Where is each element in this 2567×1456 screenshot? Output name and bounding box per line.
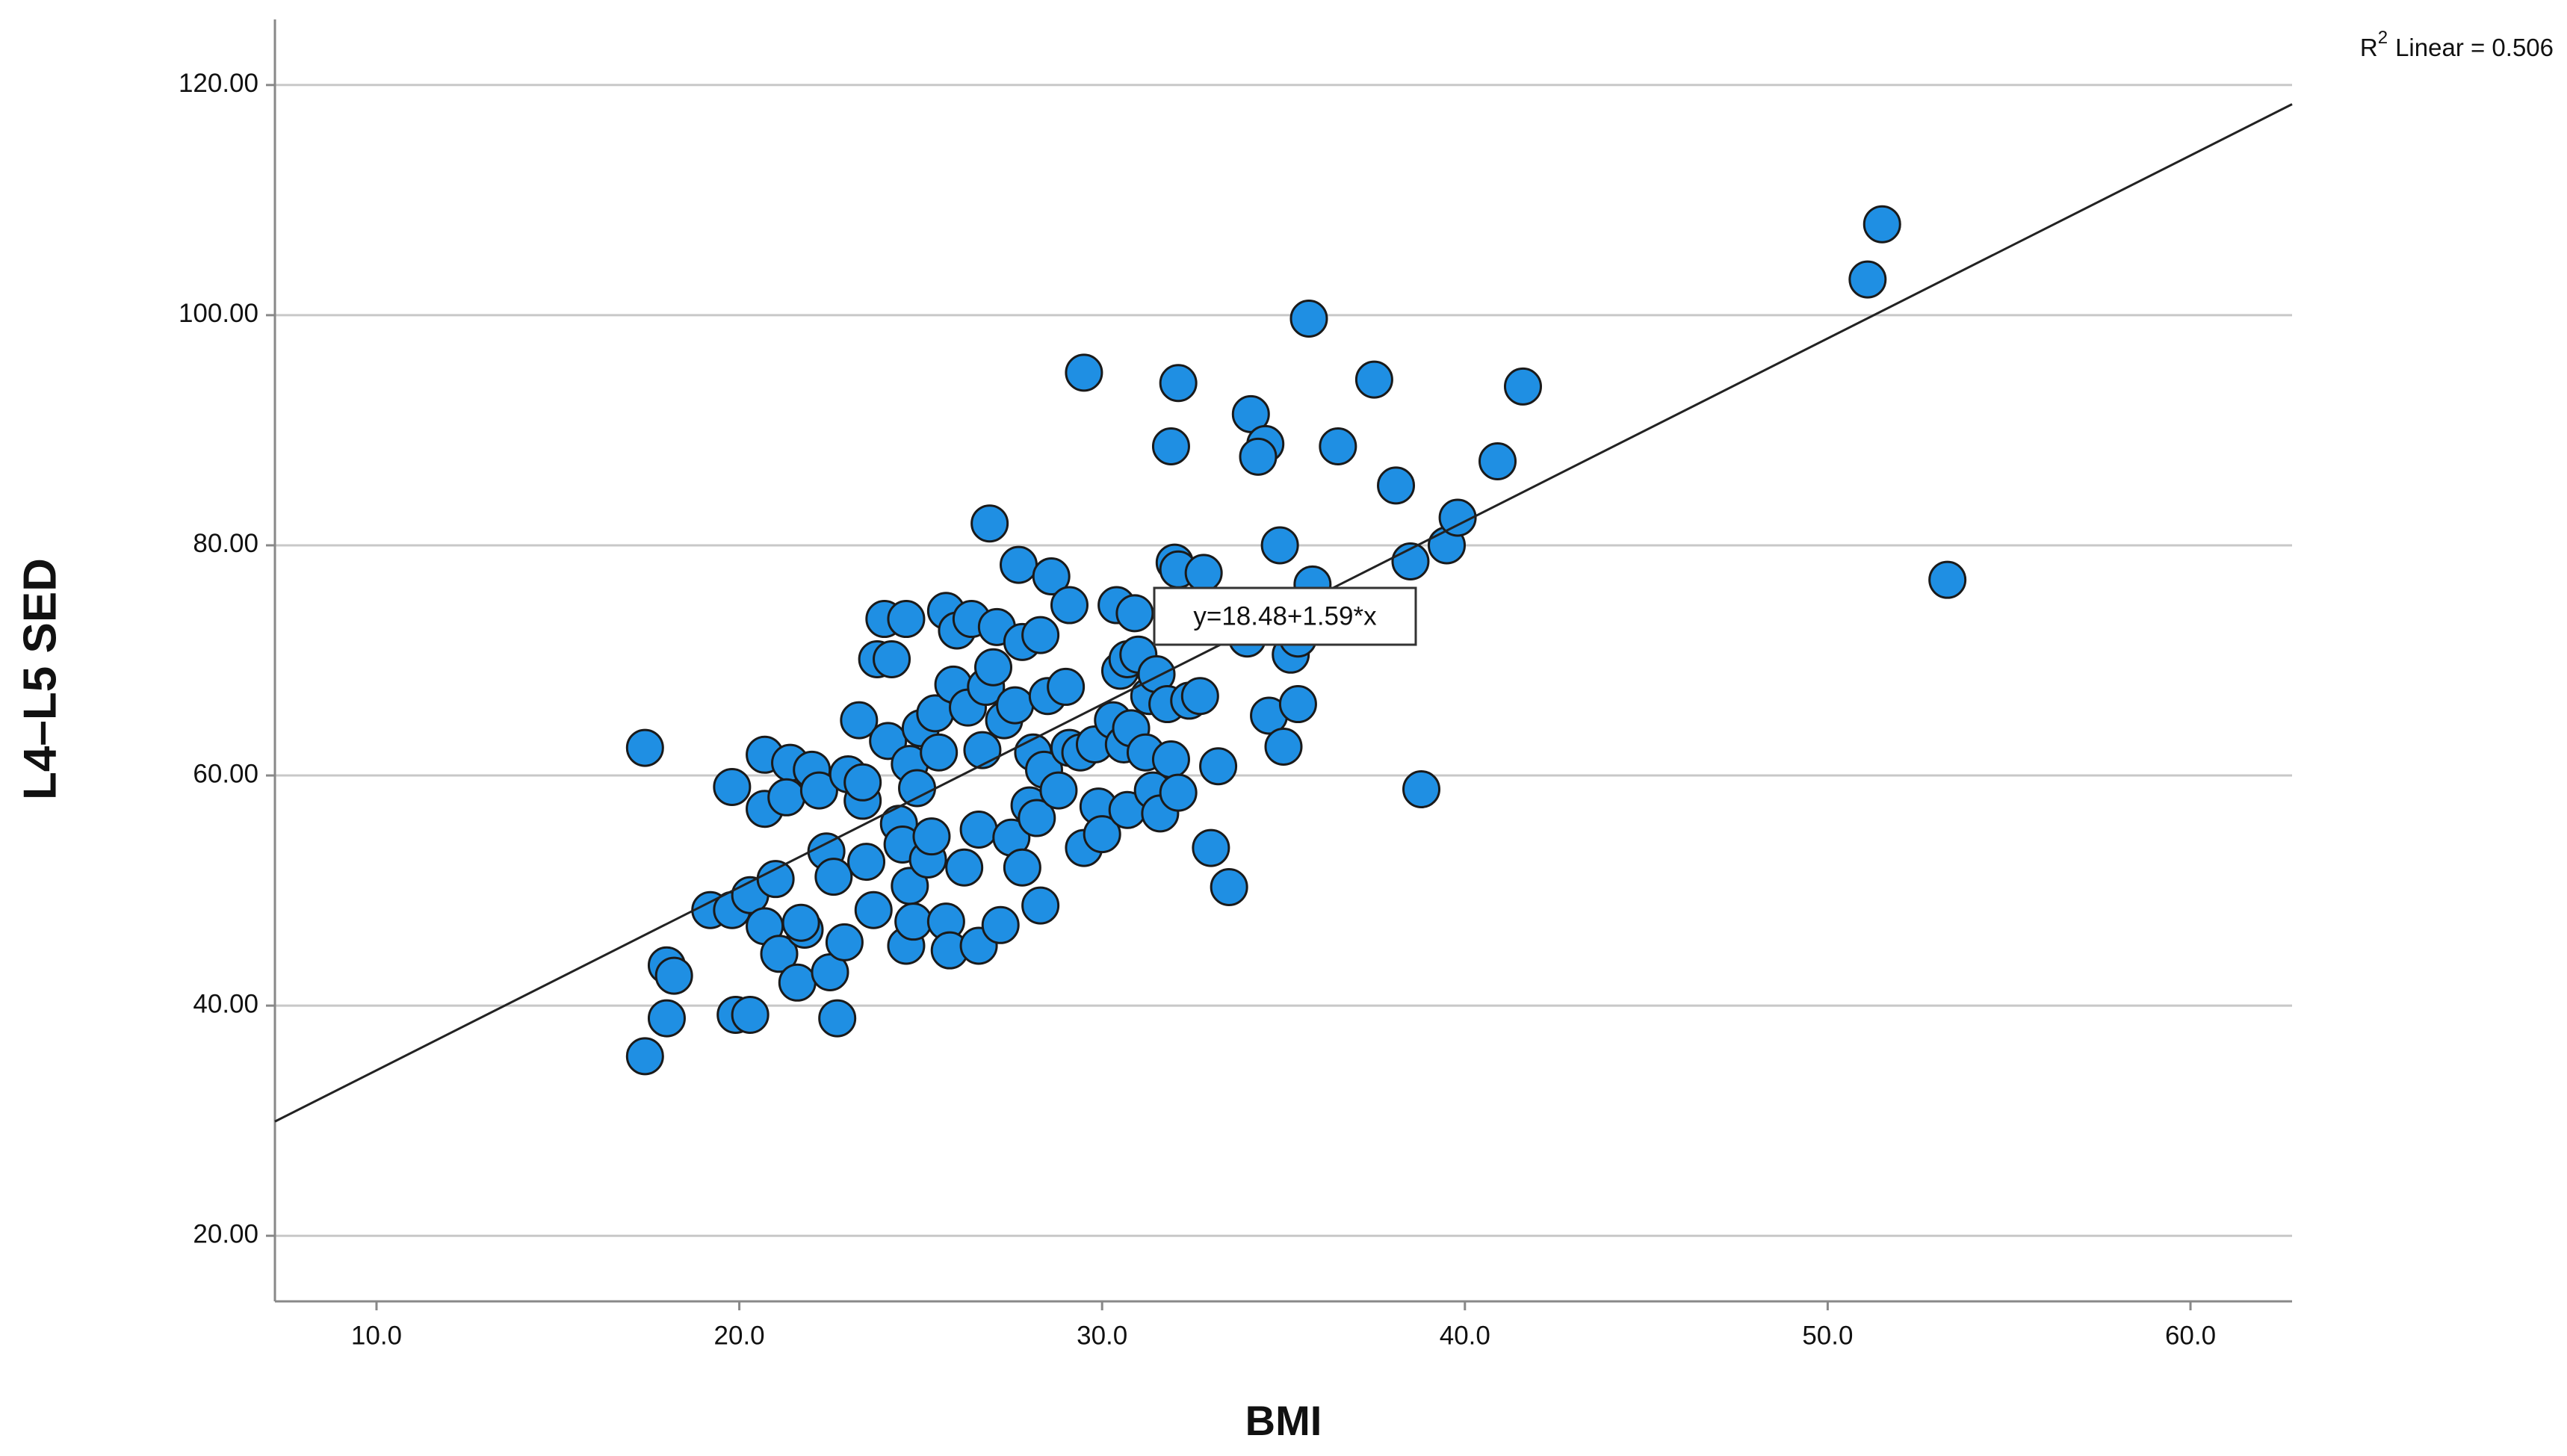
point: [818, 999, 857, 1038]
point: [760, 935, 799, 973]
point: [1210, 867, 1248, 906]
point: [1047, 667, 1086, 706]
point: [1278, 685, 1317, 724]
y-tick-label: 100.00: [179, 299, 258, 328]
point: [731, 995, 770, 1034]
point: [1478, 442, 1517, 481]
point: [625, 728, 664, 767]
point: [1021, 886, 1060, 925]
y-tick-label: 40.00: [193, 989, 258, 1018]
r2-annotation: R2 Linear = 0.506: [2360, 28, 2554, 61]
x-tick-label: 30.0: [1077, 1321, 1127, 1350]
point: [647, 999, 686, 1038]
point: [920, 733, 959, 772]
point: [1159, 773, 1198, 812]
x-axis-title: BMI: [1245, 1397, 1322, 1444]
point: [959, 810, 998, 849]
x-tick-label: 40.0: [1440, 1321, 1490, 1350]
y-tick-label: 60.00: [193, 759, 258, 788]
point: [1021, 616, 1060, 654]
fit-label: y=18.48+1.59*x: [1153, 586, 1417, 646]
point: [843, 763, 882, 802]
point: [1032, 557, 1071, 596]
point: [814, 858, 853, 896]
y-axis-title: L4–L5 SED: [14, 558, 66, 800]
point: [894, 902, 933, 941]
point: [1862, 205, 1901, 244]
x-tick-label: 50.0: [1802, 1321, 1853, 1350]
point: [996, 686, 1035, 725]
point: [1289, 300, 1328, 338]
fit-label-box: [1153, 586, 1417, 646]
point: [974, 648, 1013, 687]
point: [1083, 815, 1121, 854]
point: [1000, 545, 1038, 584]
point: [1159, 364, 1198, 403]
fit-label-text: y=18.48+1.59*x: [1193, 601, 1377, 631]
y-tick-label: 80.00: [193, 529, 258, 558]
point: [1192, 828, 1230, 867]
point: [1239, 437, 1278, 476]
x-tick-label: 10.0: [351, 1321, 402, 1350]
point: [981, 905, 1020, 944]
point: [1065, 353, 1103, 392]
r2-text: R: [2360, 34, 2378, 61]
point: [654, 956, 693, 995]
point: [1504, 367, 1543, 406]
point: [1151, 427, 1190, 465]
point: [781, 903, 820, 942]
y-tick-label: 20.00: [193, 1219, 258, 1248]
r2-superscript: 2: [2378, 28, 2388, 48]
point: [1039, 771, 1078, 810]
point: [945, 848, 984, 887]
point: [898, 769, 937, 808]
point: [1184, 554, 1223, 592]
point: [1264, 728, 1303, 766]
point: [1050, 586, 1089, 625]
y-tick-label: 120.00: [179, 69, 258, 98]
point: [1438, 498, 1477, 537]
point: [970, 504, 1009, 543]
point: [963, 731, 1002, 769]
point: [1319, 427, 1357, 465]
point: [873, 639, 911, 678]
point: [887, 600, 926, 639]
point: [1199, 747, 1238, 786]
point: [1018, 799, 1056, 837]
point: [1151, 740, 1190, 778]
point: [1848, 260, 1887, 299]
point: [767, 778, 806, 817]
point: [625, 1037, 664, 1076]
point: [1354, 360, 1393, 399]
point: [840, 701, 879, 740]
point: [799, 771, 838, 810]
point: [713, 767, 752, 806]
point: [778, 963, 817, 1002]
point: [847, 843, 886, 882]
point: [1402, 770, 1441, 809]
point: [1180, 677, 1219, 716]
point: [756, 860, 795, 899]
point: [854, 890, 893, 929]
r2-rest: Linear = 0.506: [2395, 34, 2554, 61]
point: [1260, 526, 1299, 565]
point: [912, 817, 951, 856]
point: [1115, 594, 1154, 633]
x-tick-label: 20.0: [714, 1321, 765, 1350]
point: [1003, 848, 1041, 887]
point: [825, 923, 864, 961]
x-tick-label: 60.0: [2165, 1321, 2216, 1350]
point: [1377, 466, 1416, 505]
point: [1928, 560, 1967, 599]
